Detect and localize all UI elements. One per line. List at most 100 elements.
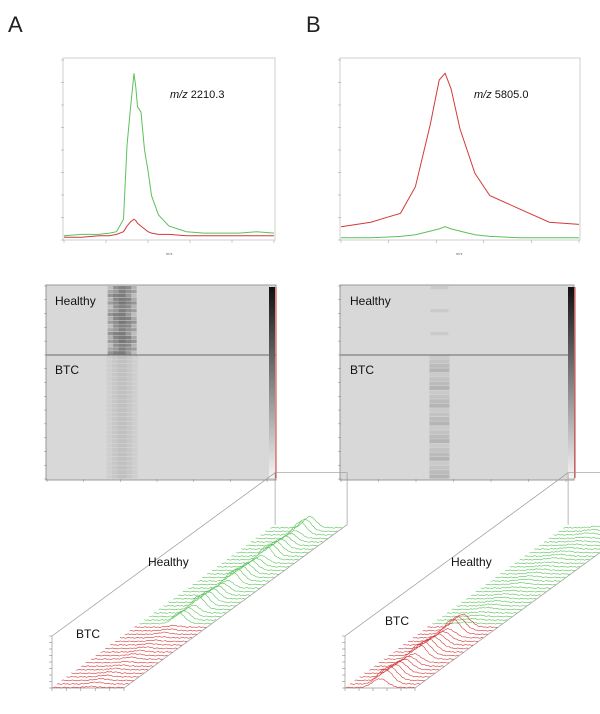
panel-a-healthy-band — [107, 301, 126, 305]
panel-a-healthy-band — [113, 343, 132, 347]
panel-a-healthy-band — [118, 347, 137, 351]
panel-a-mz-label: m/z 2210.3 — [170, 89, 224, 101]
panel-b-btc-band — [429, 421, 450, 426]
panel-a-btc-band — [117, 465, 138, 470]
panel-a-healthy-trace — [221, 554, 294, 565]
panel-a-healthy-trace — [197, 567, 270, 582]
panel-a-btc-trace — [51, 685, 125, 689]
panel-b-spectrum-lines — [340, 72, 580, 239]
panel-b-gel-background — [339, 284, 575, 481]
panel-a-btc-band — [106, 425, 127, 430]
panel-a-btc-trace — [85, 660, 158, 664]
panel-b-healthy-label: Healthy — [350, 294, 391, 308]
panel-a-healthy-trace — [143, 609, 217, 621]
panel-a-btc-trace — [71, 671, 144, 675]
panel-b-healthy-trace — [538, 543, 600, 547]
panel-b-box-outline — [345, 472, 600, 689]
panel-a-btc-band — [117, 452, 138, 457]
panel-a-healthy-trace — [148, 607, 222, 618]
panel-a-btc-band — [117, 439, 138, 444]
panel-b-btc-band — [429, 372, 450, 377]
panel-b-btc-band — [429, 443, 450, 448]
panel-b-btc-band — [429, 368, 450, 373]
panel-b-healthy-trace — [471, 593, 542, 597]
panel-b-healthy-trace — [553, 532, 600, 536]
panel-b-healthy-trace — [533, 546, 600, 550]
panel-a-btc-trace — [110, 642, 183, 646]
panel-b-healthy-trace — [441, 614, 513, 618]
mz-value: 2210.3 — [191, 89, 225, 101]
panel-a-btc-band — [112, 390, 133, 395]
panel-a-btc-band — [106, 377, 127, 382]
panel-a-healthy-trace — [270, 515, 343, 529]
panel-a-xlabel: m/z — [166, 251, 172, 256]
panel-b-mz-label: m/z 5805.0 — [474, 89, 528, 101]
panel-b-spectrum: m/z 5805.0 m/z — [338, 57, 581, 256]
panel-a-btc-trace — [114, 639, 188, 643]
panel-a-btc-band — [106, 403, 127, 408]
panel-a-healthy-trace — [207, 563, 280, 575]
panel-b-btc-band — [429, 408, 450, 413]
panel-a-healthy-band — [118, 316, 137, 320]
panel-b-healthy-band — [430, 332, 449, 336]
panel-a-btc-band — [112, 452, 133, 457]
panel-a-btc-band — [112, 456, 133, 461]
panel-b-gel-bands — [429, 286, 450, 479]
panel-a-btc-band — [112, 474, 133, 479]
panel-a-healthy-band — [118, 343, 137, 347]
panel-a-btc-band — [106, 417, 127, 421]
panel-a-colorbar — [269, 287, 275, 478]
panel-b-btc-trace — [398, 636, 469, 650]
panel-b-letter: B — [306, 12, 321, 37]
panel-a-btc-band — [112, 399, 133, 404]
panel-a-btc-trace — [66, 674, 139, 678]
panel-a-btc-band — [106, 448, 127, 452]
panel-a-btc-band — [112, 461, 133, 466]
panel-a-box-outline — [52, 472, 348, 689]
panel-a-btc-band — [117, 456, 138, 461]
panel-a-btc-band — [112, 465, 133, 470]
panel-a-btc-band — [112, 434, 133, 439]
panel-a-healthy-band — [118, 305, 137, 309]
panel-a-btc-band — [117, 430, 138, 435]
panel-a-btc-band — [106, 399, 127, 404]
panel-a-btc-label: BTC — [55, 363, 79, 377]
panel-b-btc-trace — [349, 668, 421, 685]
panel-b-btc-trace — [374, 655, 445, 668]
panel-a-btc-band — [117, 417, 138, 421]
panel-a-btc-band — [117, 425, 138, 430]
panel-b-healthy-trace — [451, 606, 522, 611]
panel-a-btc-band — [106, 355, 127, 359]
panel-b-btc-band — [429, 465, 450, 470]
panel-b-btc-trace — [359, 663, 430, 678]
panel-b-btc-trace — [422, 616, 493, 632]
panel-b-btc-band — [429, 377, 450, 382]
panel-a-btc-band — [106, 381, 127, 386]
panel-a-healthy-band — [107, 289, 126, 294]
panel-b-btc-trace — [427, 613, 498, 628]
panel-a-btc-band — [106, 394, 127, 399]
panel-a-btc-band — [112, 394, 133, 399]
panel-a-btc-band — [106, 359, 127, 364]
panel-a-btc-band — [112, 403, 133, 408]
panel-b-healthy-trace — [466, 596, 537, 600]
panel-a-btc-band — [112, 386, 133, 390]
panel-a-healthy-trace — [236, 540, 309, 554]
panel-b-btc-band — [429, 390, 450, 395]
panel-b-btc-band — [429, 381, 450, 386]
panel-a-healthy-band — [113, 286, 132, 290]
panel-a-healthy-trace — [231, 543, 304, 557]
panel-b-btc-trace — [369, 658, 440, 671]
panel-b-3d-btc-label: BTC — [385, 614, 409, 628]
panel-a-spectrum: m/z 2210.3 m/z — [61, 57, 276, 256]
panel-a-series-healthy-line — [63, 73, 275, 237]
panel-b-xlabel: m/z — [456, 251, 462, 256]
panel-b-healthy-trace — [548, 536, 600, 540]
panel-a-healthy-trace — [250, 533, 324, 543]
panel-a-btc-band — [106, 443, 127, 448]
panel-b-btc-band — [429, 359, 450, 364]
panel-b-gel-ticks — [338, 285, 567, 482]
panel-b-healthy-trace — [509, 564, 580, 568]
panel-a-healthy-trace — [202, 566, 275, 579]
panel-a-btc-band — [106, 412, 127, 417]
